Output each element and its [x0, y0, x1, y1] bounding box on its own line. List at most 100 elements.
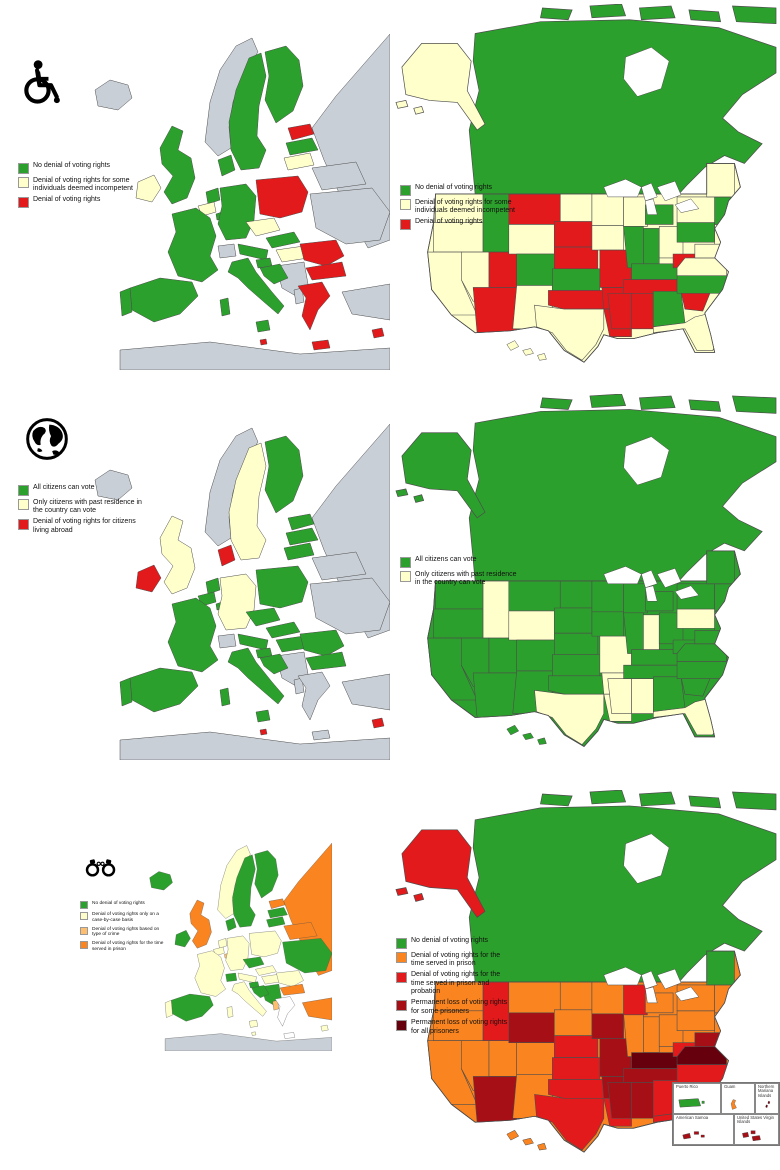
region-az [472, 672, 518, 718]
region-nc [676, 660, 731, 680]
region-greece [297, 281, 331, 331]
region-lake [645, 198, 658, 215]
region-lake [656, 180, 682, 202]
region-islands [732, 791, 777, 811]
inset-cell-us-virgin-islands: United States Virgin Islands [734, 1114, 779, 1145]
region-ms [607, 293, 632, 330]
legend-swatch [400, 199, 411, 210]
region-netherlands [205, 577, 221, 595]
legend-item: Only citizens with past residence in the… [18, 499, 142, 516]
legend-swatch [400, 571, 411, 582]
region-lithuania [283, 152, 315, 171]
legend-label: Permanent loss of voting rights for all … [411, 1019, 508, 1035]
legend-swatch [18, 196, 29, 208]
region-mdde [694, 1032, 727, 1047]
region-ga [652, 676, 686, 712]
region-lake [641, 970, 658, 990]
region-lake [623, 47, 670, 97]
legend-swatch [396, 952, 407, 963]
region-lake [623, 833, 670, 884]
region-portugal [119, 287, 133, 317]
region-romania [276, 970, 304, 987]
region-sd [554, 1009, 593, 1036]
legend-swatch [80, 901, 88, 909]
legend-label: All citizens can vote [415, 556, 477, 563]
region-islands [589, 4, 627, 19]
region-wy [508, 1012, 555, 1043]
region-latvia [285, 527, 319, 546]
region-czech [245, 607, 281, 627]
region-ok [548, 290, 605, 310]
region-ia [591, 225, 624, 251]
legend-item: No denial of voting rights [396, 937, 514, 949]
region-canada [468, 409, 777, 582]
us-virgin-islands-shape [742, 1130, 761, 1142]
region-austria [237, 972, 257, 984]
region-slovakia [255, 965, 277, 976]
region-us-border [427, 163, 741, 363]
legend-item: No denial of voting rights [18, 162, 136, 174]
region-germany [217, 183, 257, 241]
europe-map-disability [60, 0, 390, 370]
region-estonia [287, 513, 315, 531]
region-islands [589, 790, 627, 805]
region-nd [559, 981, 593, 1011]
north-america-map-disability [392, 4, 778, 378]
inset-cell-guam: Guam [721, 1083, 755, 1114]
region-austria [237, 243, 269, 261]
region-bulgaria [279, 983, 305, 996]
region-lake [603, 178, 642, 198]
region-iceland [94, 469, 133, 501]
legend-label: Denial of voting rights for some individ… [415, 198, 516, 214]
region-slovakia [265, 231, 301, 249]
region-in [643, 228, 660, 265]
region-switzerland [225, 972, 237, 982]
legend-swatch [80, 941, 88, 949]
region-lake [641, 182, 658, 202]
north-america-map-abroad [392, 394, 778, 762]
region-turkey [302, 997, 332, 1021]
region-islands [540, 7, 573, 21]
region-az [472, 287, 518, 334]
region-spain [129, 667, 199, 713]
region-hawaii [537, 353, 547, 361]
legend-us-prison: No denial of voting rights Denial of vot… [396, 937, 514, 1039]
region-canada [468, 805, 777, 983]
region-estonia [268, 898, 286, 909]
legend-item: Denial of voting rights for some individ… [400, 199, 518, 216]
legend-swatch [80, 912, 88, 920]
region-lake [645, 986, 658, 1004]
region-lithuania [283, 542, 315, 561]
region-wy [508, 610, 555, 641]
region-bulgaria [305, 261, 347, 281]
handcuffs-icon [84, 856, 118, 878]
legend-label: No denial of voting rights [92, 901, 145, 906]
region-lake [656, 968, 682, 990]
legend-item: All citizens can vote [18, 484, 142, 496]
region-spain [129, 277, 199, 323]
region-sardinia [219, 297, 231, 317]
region-al [631, 1082, 654, 1119]
region-sweden [228, 442, 267, 561]
legend-label: Denial of voting rights [415, 218, 483, 226]
region-sd [554, 607, 593, 634]
region-uk [189, 899, 212, 949]
legend-swatch [396, 971, 407, 983]
region-ireland [135, 564, 162, 593]
region-lake [674, 198, 700, 213]
legend-item: Permanent loss of voting rights for all … [396, 1019, 514, 1036]
region-ia [591, 1013, 624, 1039]
legend-item: All citizens can vote [400, 556, 522, 568]
legend-item: Denial of voting rights for the time ser… [396, 971, 514, 996]
legend-swatch [396, 937, 407, 949]
region-estonia [287, 123, 315, 141]
region-nd [559, 193, 593, 222]
region-slovakia [265, 621, 301, 639]
region-ok [548, 1079, 605, 1099]
region-islands [639, 5, 676, 21]
legend-swatch [80, 926, 88, 935]
region-crete [283, 1032, 296, 1039]
northern-mariana-islands-shape [765, 1100, 771, 1108]
region-albania [293, 287, 305, 305]
